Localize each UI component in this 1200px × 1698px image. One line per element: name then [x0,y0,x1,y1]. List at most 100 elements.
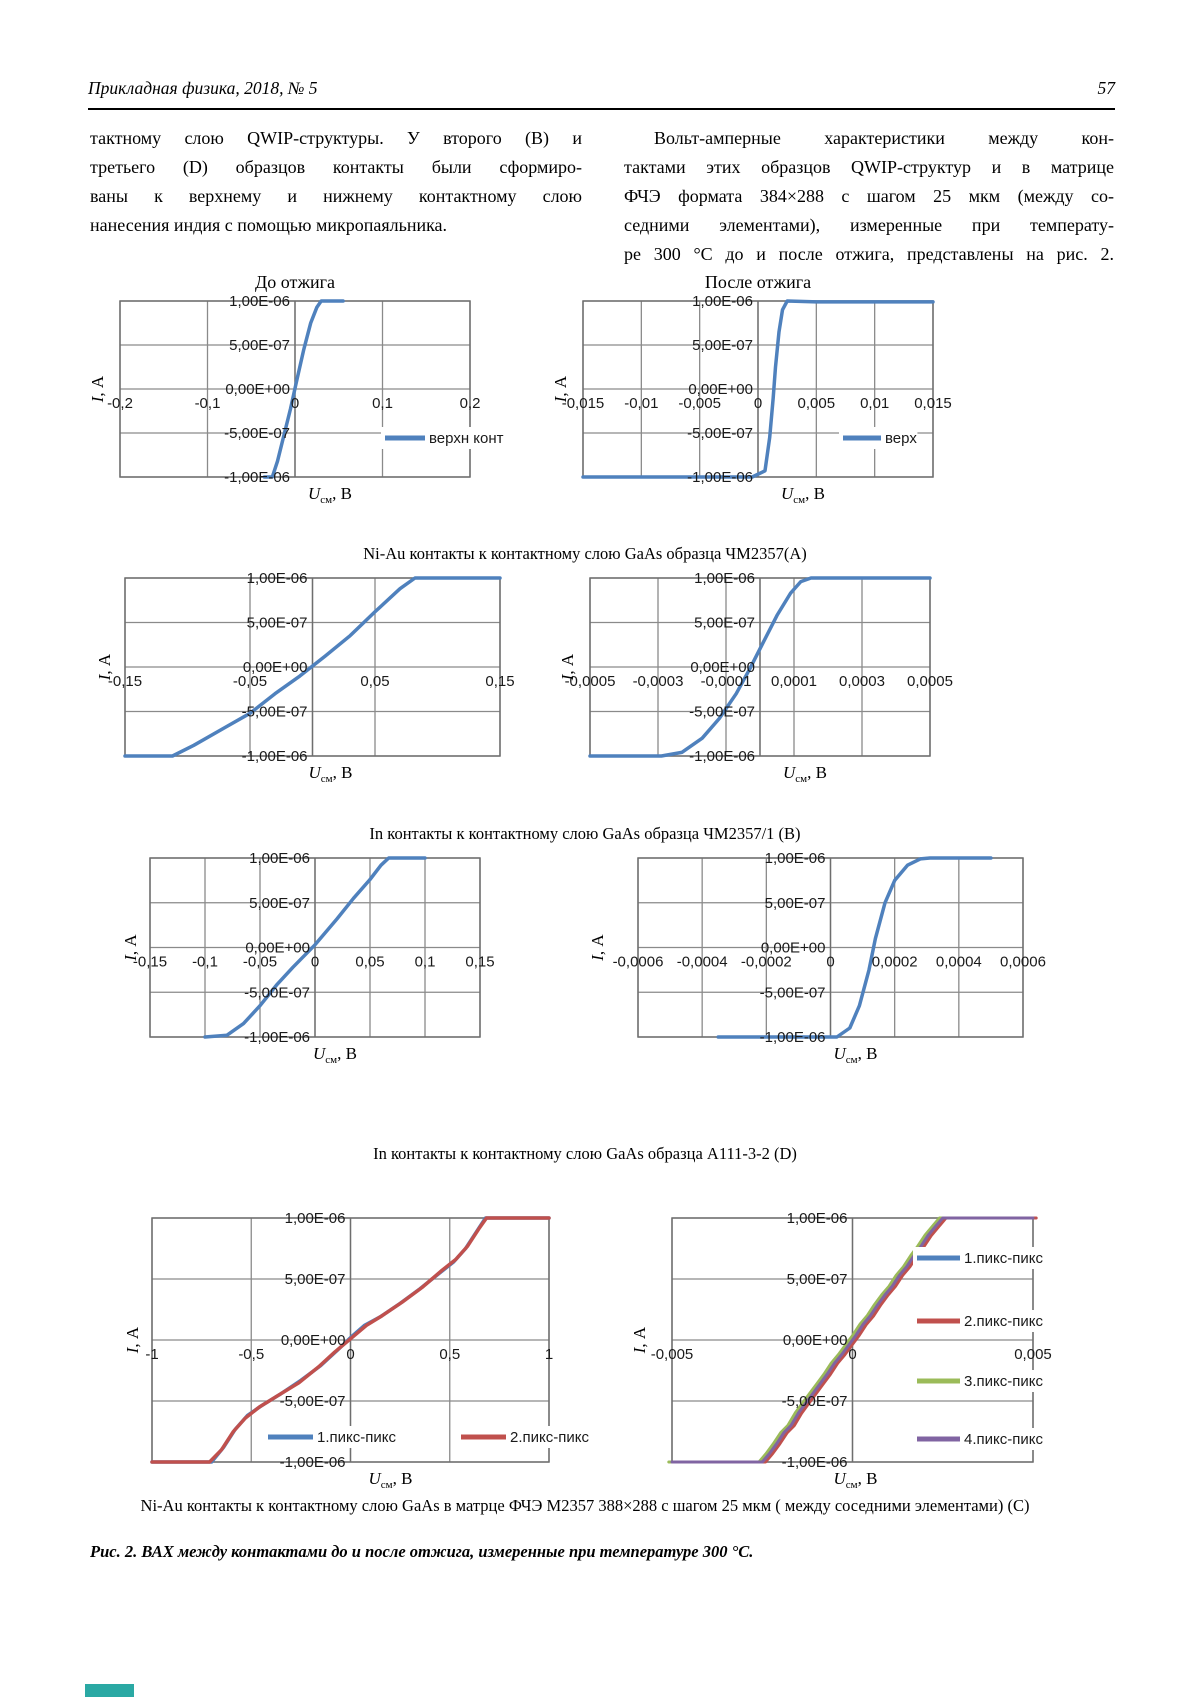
x-axis-title: Uсм, В [308,484,352,506]
legend-label: 4.пикс-пикс [964,1431,1043,1448]
legend: верхн конт [381,427,507,449]
x-tick-label: -0,005 [651,1346,694,1363]
x-axis-title: Uсм, В [369,1469,413,1491]
chart-c6: 1,00E-06 5,00E-07 0,00E+00 -5,00E-07 -1,00E-… [588,850,1046,1066]
x-tick-label: 0,15 [465,954,494,971]
x-tick-label: 0,0005 [907,673,953,690]
y-axis-title: I, А [95,653,114,681]
x-tick-label: -0,0002 [741,954,792,971]
x-axis-title: Uсм, В [313,1044,357,1066]
x-tick-label: 0,0006 [1000,954,1046,971]
y-tick-label: -5,00E-07 [782,1393,848,1410]
y-axis-title: I, А [88,375,107,403]
curve-верх [581,299,935,479]
x-tick-label: -0,0001 [701,673,752,690]
x-tick-label: -0,05 [243,954,277,971]
x-tick-label: -0,2 [107,395,133,412]
x-tick-label: 0,015 [914,395,952,412]
y-tick-label: 1,00E-06 [249,850,310,867]
text-line: ваны к верхнему и нижнему контактному сл… [90,186,582,206]
x-tick-label: -0,0006 [613,954,664,971]
x-tick-label: 0,005 [1014,1346,1052,1363]
chart-c1: 1,00E-06 5,00E-07 0,00E+00 -5,00E-07 -1,00E-… [88,272,507,506]
chart-c5: 1,00E-06 5,00E-07 0,00E+00 -5,00E-07 -1,00E-… [121,850,495,1066]
legend-label: 1.пикс-пикс [964,1250,1043,1267]
chart-caption-row4: Ni-Au контакты к контактному слою GaAs в… [140,1496,1030,1515]
x-tick-label: 0,0002 [872,954,918,971]
y-tick-label: 5,00E-07 [765,895,826,912]
y-tick-label: 5,00E-07 [249,895,310,912]
y-tick-label: -1,00E-06 [760,1029,826,1046]
x-tick-label: -0,15 [108,673,142,690]
y-axis-title: I, А [588,934,607,962]
plot-border [582,300,934,478]
x-tick-label: 0,0004 [936,954,982,971]
curve-верхн конт [262,299,345,479]
text-column-right: Вольт-амперные характеристики между кон-… [624,124,1114,269]
x-tick-label: -1 [145,1346,158,1363]
journal-title: Прикладная физика, 2018, № 5 [88,78,318,98]
legend: 1.пикс-пикс 2.пикс-пикс 3.пикс-пикс 4.пикс-… [913,1247,1050,1450]
y-tick-label: 1,00E-06 [285,1210,346,1227]
x-tick-label: 1 [545,1346,553,1363]
y-tick-label: 1,00E-06 [694,570,755,587]
text-line: третьего (D) образцов контакты были сфор… [90,157,582,177]
plot-border [119,300,471,478]
chart-caption-row3: In контакты к контактному слою GaAs обра… [373,1144,797,1163]
chart-title: До отжига [255,272,335,292]
y-tick-label: 0,00E+00 [761,940,826,957]
x-tick-label: 0,2 [460,395,481,412]
chart-c7: 1,00E-06 5,00E-07 0,00E+00 -5,00E-07 -1,00E-… [123,1210,596,1491]
y-tick-label: 0,00E+00 [243,659,308,676]
y-tick-label: -1,00E-06 [782,1454,848,1471]
legend-bg [381,427,507,449]
chart-c2: 1,00E-06 5,00E-07 0,00E+00 -5,00E-07 -1,00E-… [551,272,952,506]
x-tick-label: -0,015 [562,395,605,412]
curve-series [123,576,502,758]
plot-border [124,577,501,757]
y-tick-label: 0,00E+00 [783,1332,848,1349]
header-rule [88,108,1115,110]
text-line: тактному слою QWIP-структуры. У второго … [90,128,582,148]
text-line: тактами этих образцов QWIP-структур и в … [624,157,1114,177]
x-tick-label: 0,15 [485,673,514,690]
x-tick-label: 0 [291,395,299,412]
page-header: Прикладная физика, 2018, № 5 57 [88,78,1115,99]
x-tick-label: 0,0001 [771,673,817,690]
chart-c3: 1,00E-06 5,00E-07 0,00E+00 -5,00E-07 -1,00E-… [95,570,515,785]
y-tick-label: 0,00E+00 [281,1332,346,1349]
legend-bg [913,1428,1050,1450]
y-tick-label: 0,00E+00 [245,940,310,957]
y-axis-title: I, А [121,934,140,962]
curve-2.пикс-пикс [150,1216,551,1464]
x-tick-label: 0 [754,395,762,412]
x-tick-label: -0,1 [192,954,218,971]
x-tick-label: -0,05 [233,673,267,690]
x-tick-label: -0,5 [238,1346,264,1363]
y-tick-label: 0,00E+00 [225,381,290,398]
y-tick-label: 5,00E-07 [285,1271,346,1288]
legend: верх [839,427,918,449]
text-line: седними элементами), измеренные при темп… [624,215,1114,235]
legend-label: 2.пикс-пикс [964,1313,1043,1330]
chart-caption-row2: In контакты к контактному слою GaAs обра… [369,824,801,843]
curve-series [588,576,932,758]
y-tick-label: -1,00E-06 [242,748,308,765]
y-tick-label: -5,00E-07 [280,1393,346,1410]
x-tick-label: 0,05 [360,673,389,690]
x-tick-label: 0 [311,954,319,971]
y-axis-title: I, А [558,653,577,681]
y-tick-label: -1,00E-06 [689,748,755,765]
y-tick-label: 1,00E-06 [787,1210,848,1227]
plot-border [149,857,481,1038]
y-tick-label: -5,00E-07 [687,425,753,442]
y-tick-label: -1,00E-06 [280,1454,346,1471]
plot-border [151,1217,550,1463]
y-tick-label: -5,00E-07 [244,984,310,1001]
x-axis-title: Uсм, В [834,1469,878,1491]
y-tick-label: 1,00E-06 [247,570,308,587]
chart-c8: 1,00E-06 5,00E-07 0,00E+00 -5,00E-07 -1,00E-… [630,1210,1052,1491]
y-tick-label: 5,00E-07 [787,1271,848,1288]
page-number: 57 [1097,78,1116,98]
text-line: ФЧЭ формата 384×288 с шагом 25 мкм (межд… [624,186,1114,206]
